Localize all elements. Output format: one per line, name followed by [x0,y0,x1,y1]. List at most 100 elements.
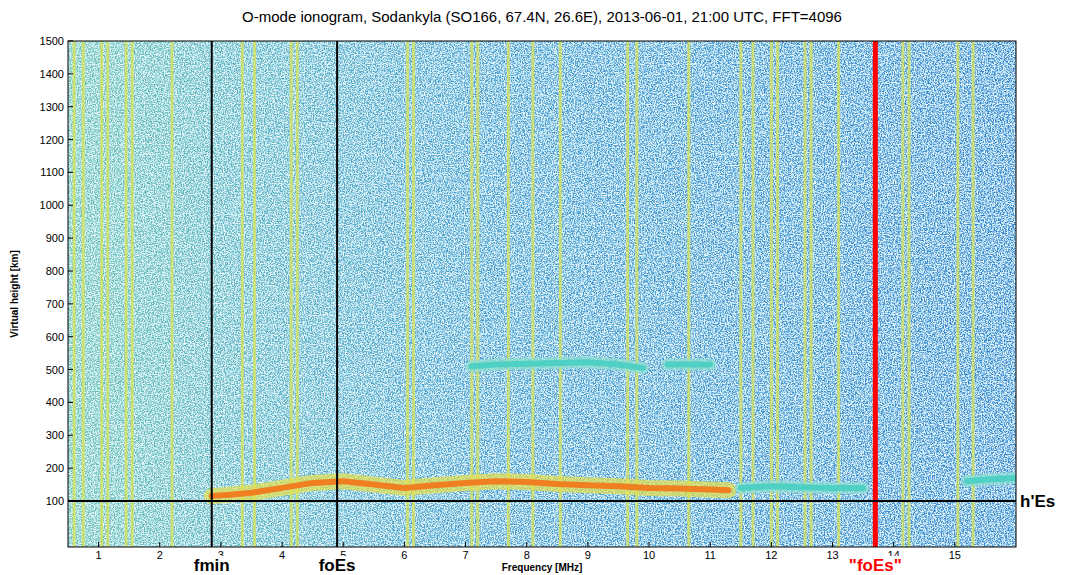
trace-halo [472,362,711,368]
y-tick [68,205,73,206]
interference-line [507,41,510,547]
trace-halo [967,478,1016,481]
interference-line [296,41,299,547]
annotation-line [873,41,878,547]
y-tick [68,41,73,42]
interference-line [131,41,134,547]
interference-line [972,41,975,547]
y-tick-label: 1500 [40,35,64,47]
interference-line [776,41,779,547]
label-patch [318,556,357,575]
interference-line [810,41,813,547]
interference-line [837,41,840,547]
x-tick-label: 9 [585,549,591,561]
interference-line [907,41,910,547]
x-tick [649,542,650,547]
y-tick-label: 700 [46,298,64,310]
plot-noise [68,41,1016,547]
interference-line [476,41,479,547]
echo-trace [472,362,711,368]
y-tick-label: 1200 [40,134,64,146]
x-tick [98,542,99,547]
y-tick-label: 500 [46,364,64,376]
x-tick [220,542,221,547]
annotation-line [211,41,213,547]
y-tick [68,336,73,337]
x-tick [526,542,527,547]
trace-halo [741,486,863,488]
interference-line [241,41,244,547]
label-patch [193,556,231,575]
annotation-label: "foEs" [849,556,902,575]
interference-line [635,41,638,547]
x-tick-label: 4 [279,549,285,561]
x-tick [954,542,955,547]
x-tick [893,542,894,547]
interference-line [687,41,690,547]
plot-marks [68,41,1016,547]
interference-line [412,41,415,547]
y-tick-label: 100 [46,495,64,507]
x-tick [404,542,405,547]
x-axis-label: Frequency [MHz] [502,562,583,573]
y-tick-label: 1300 [40,101,64,113]
x-tick-label: 7 [462,549,468,561]
y-tick [68,468,73,469]
y-tick-label: 300 [46,429,64,441]
echo-trace [212,481,729,496]
y-tick-label: 1000 [40,199,64,211]
interference-line [531,41,534,547]
x-tick [771,542,772,547]
x-tick-label: 2 [157,549,163,561]
y-tick-label: 800 [46,265,64,277]
interference-line [253,41,256,547]
x-tick-label: 8 [524,549,530,561]
x-tick [832,542,833,547]
annotation-label: h'Es [1020,492,1055,511]
y-tick [68,303,73,304]
x-tick-label: 6 [401,549,407,561]
y-tick [68,402,73,403]
x-tick [343,542,344,547]
interference-line [82,41,85,547]
y-tick [68,172,73,173]
ionogram-chart: 1234567891011121314151002003004005006007… [0,0,1072,575]
y-tick [68,501,73,502]
y-tick-label: 600 [46,331,64,343]
trace-halo [212,481,729,496]
chart-title: O-mode ionogram, Sodankyla (SO166, 67.4N… [242,8,842,25]
y-axis-label: Virtual height [km] [9,250,20,338]
interference-line [170,41,173,547]
x-tick [587,542,588,547]
interference-line [739,41,742,547]
interference-line [106,41,109,547]
x-tick-label: 12 [765,549,777,561]
x-tick [710,542,711,547]
plot-speckle [68,41,1016,547]
x-tick [159,542,160,547]
x-tick [465,542,466,547]
x-tick [282,542,283,547]
y-tick [68,73,73,74]
y-tick [68,271,73,272]
interference-line [73,41,76,547]
y-tick-label: 400 [46,396,64,408]
y-tick [68,369,73,370]
annotation-label: foEs [319,556,356,575]
y-tick-label: 900 [46,232,64,244]
echo-trace [741,486,863,488]
interference-line [752,41,755,547]
plot-frame [68,41,1016,547]
interference-line [803,41,806,547]
interference-line [901,41,904,547]
interference-line [406,41,409,547]
interference-line [956,41,959,547]
interference-line [290,41,293,547]
annotation-line [68,500,1016,502]
interference-line [470,41,473,547]
x-tick-label: 1 [96,549,102,561]
y-tick [68,106,73,107]
annotation-line [336,41,338,547]
interference-line [559,41,562,547]
x-tick-label: 15 [949,549,961,561]
